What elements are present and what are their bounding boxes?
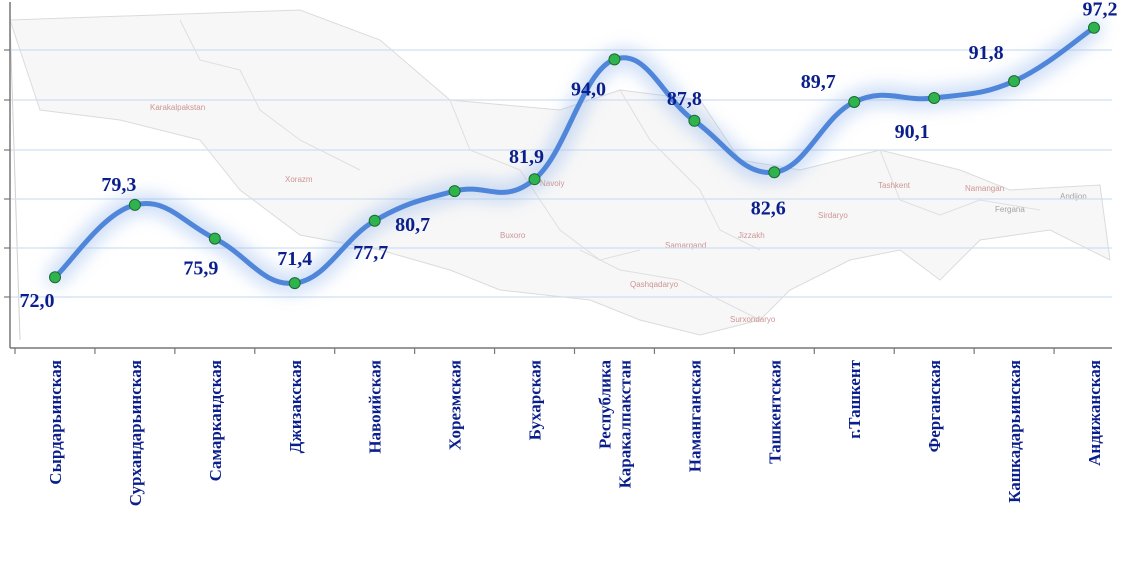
map-label: Navoiy <box>540 179 564 188</box>
map-label: Tashkent <box>878 181 911 190</box>
map-label: Jizzakh <box>738 231 765 240</box>
data-label: 82,6 <box>751 197 786 219</box>
background-map: Karakalpakstan Xorazm Navoiy Buxoro Sama… <box>9 9 1111 341</box>
x-tick-label: Самаркандская <box>206 360 225 481</box>
x-tick-label: Наманганская <box>685 360 704 472</box>
x-tick-labels: Сырдарьинская Сурхандарьинская Самаркандск… <box>46 359 1104 506</box>
data-point <box>528 173 541 186</box>
data-point <box>208 232 221 245</box>
data-point <box>608 53 621 66</box>
map-label: Karakalpakstan <box>150 103 205 112</box>
x-tick-label: РеспубликаКаракалпакстан <box>595 360 634 489</box>
map-label: Fergana <box>995 205 1025 214</box>
x-tick-label: Ферганская <box>925 360 944 452</box>
map-label: Andijon <box>1060 192 1087 201</box>
data-label: 81,9 <box>509 146 544 168</box>
map-label: Sirdaryo <box>818 211 848 220</box>
axes <box>4 2 1112 354</box>
data-labels: 72,0 79,3 75,9 71,4 77,7 80,7 81,9 94,0 87,8 82,6… <box>20 0 1118 312</box>
data-point <box>49 271 61 284</box>
map-label: Namangan <box>965 184 1004 193</box>
data-point <box>1088 21 1100 34</box>
x-tick-label: Бухарская <box>526 360 545 440</box>
data-label: 89,7 <box>801 71 836 93</box>
x-tick-label: Кашкадарьинская <box>1005 360 1024 503</box>
x-tick-label: Ташкентская <box>765 360 784 464</box>
map-label: Xorazm <box>285 175 313 184</box>
data-label: 91,8 <box>969 42 1004 64</box>
data-label: 97,2 <box>1083 0 1118 21</box>
map-label: Samarqand <box>665 241 706 250</box>
x-tick-label: Джизакская <box>286 360 305 453</box>
data-label: 72,0 <box>20 290 55 312</box>
data-point <box>368 214 381 227</box>
map-label: Buxoro <box>500 231 526 240</box>
data-point <box>768 166 781 179</box>
data-markers <box>49 21 1100 290</box>
data-label: 87,8 <box>667 88 702 110</box>
data-label: 77,7 <box>353 242 388 264</box>
map-label: Qashqadaryo <box>630 280 679 289</box>
data-label: 75,9 <box>183 258 218 280</box>
series-line-path <box>52 25 1097 286</box>
data-label: 90,1 <box>895 121 930 143</box>
data-point <box>928 92 941 105</box>
x-tick-label: Андижанская <box>1085 360 1104 466</box>
map-label: Surxondaryo <box>730 315 776 324</box>
x-tick-label: Сырдарьинская <box>46 360 65 485</box>
x-tick-label: г.Ташкент <box>845 359 864 439</box>
data-point <box>1008 75 1021 88</box>
data-label: 71,4 <box>277 248 312 270</box>
data-point <box>128 198 141 211</box>
data-label: 94,0 <box>571 78 606 100</box>
x-tick-label: Сурхандарьинская <box>126 360 145 506</box>
data-point <box>288 277 301 290</box>
data-point <box>848 95 861 108</box>
series-line <box>52 25 1097 286</box>
x-tick-label: Хорезмская <box>446 360 465 450</box>
x-tick-label: Навоийская <box>366 360 385 454</box>
data-point <box>688 114 701 127</box>
data-point <box>448 185 461 198</box>
data-label: 79,3 <box>101 174 136 196</box>
data-label: 80,7 <box>395 214 430 236</box>
